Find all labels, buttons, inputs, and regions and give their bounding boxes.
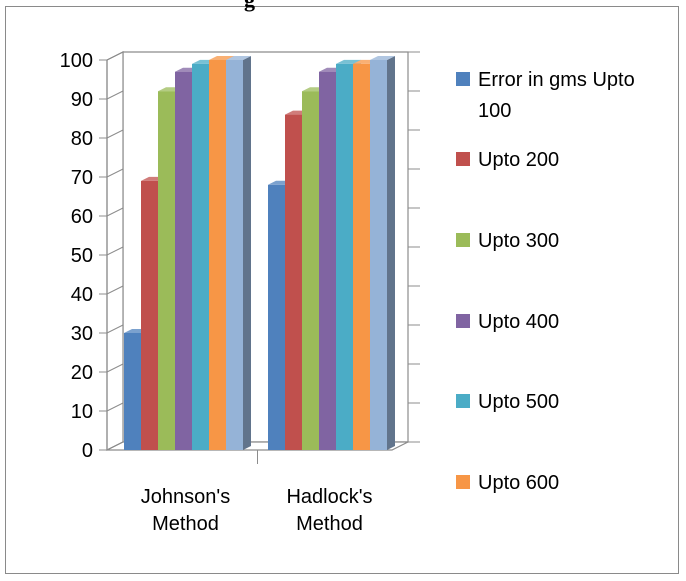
side-wall-gridline xyxy=(106,90,124,100)
legend: Error in gms Upto 100 Upto 200 Upto 300 Upto… xyxy=(456,69,635,494)
bar-front xyxy=(302,91,319,450)
y-tick-label: 70 xyxy=(71,167,93,189)
legend-label: Upto 400 xyxy=(478,311,559,333)
legend-label: Upto 600 xyxy=(478,472,559,494)
bar-side xyxy=(243,56,251,450)
legend-label: Upto 200 xyxy=(478,149,559,171)
side-wall-gridline xyxy=(106,246,124,256)
category-label: Hadlock's xyxy=(286,486,372,508)
side-wall-gridline xyxy=(106,129,124,139)
bar-front xyxy=(209,60,226,450)
category-label: Method xyxy=(152,513,219,535)
y-tick-label: 30 xyxy=(71,323,93,345)
bar-front xyxy=(141,180,158,450)
y-axis: 0 10 20 30 40 50 60 70 80 90 100 xyxy=(60,50,108,462)
bar-front xyxy=(268,184,285,451)
legend-item: Upto 200 xyxy=(456,149,559,171)
y-tick-label: 100 xyxy=(60,50,93,72)
bar-top xyxy=(370,56,395,60)
bar xyxy=(226,56,251,450)
legend-swatch xyxy=(456,314,470,328)
legend-swatch xyxy=(456,152,470,166)
legend-item: Upto 300 xyxy=(456,230,559,252)
chart-heading-fragment: g xyxy=(244,0,255,13)
y-tick-label: 50 xyxy=(71,245,93,267)
bar-top xyxy=(209,56,234,60)
side-wall-gridline xyxy=(106,207,124,217)
side-wall-gridline xyxy=(106,51,124,61)
legend-swatch xyxy=(456,394,470,408)
side-wall-gridline xyxy=(106,168,124,178)
bar-front xyxy=(175,71,192,450)
legend-item: Error in gms Upto 100 xyxy=(456,69,635,122)
x-axis: Johnson's Method Hadlock's Method xyxy=(141,486,373,535)
bar-front xyxy=(353,63,370,451)
bar-front xyxy=(192,63,209,451)
side-wall-gridline xyxy=(106,402,124,412)
y-tick-label: 90 xyxy=(71,89,93,111)
y-tick-label: 40 xyxy=(71,284,93,306)
y-tick-label: 80 xyxy=(71,128,93,150)
category-label: Method xyxy=(296,513,363,535)
y-tick-label: 10 xyxy=(71,401,93,423)
legend-label: Upto 500 xyxy=(478,391,559,413)
legend-swatch xyxy=(456,233,470,247)
category-label: Johnson's xyxy=(141,486,230,508)
side-wall-gridline xyxy=(106,363,124,373)
bar-front xyxy=(158,91,175,450)
y-tick-label: 0 xyxy=(82,440,93,462)
bar-top xyxy=(336,59,361,64)
legend-item: Upto 600 xyxy=(456,472,559,494)
legend-item: Upto 500 xyxy=(456,391,559,413)
bar-front xyxy=(336,63,353,451)
bar-front xyxy=(370,60,387,450)
legend-label: Upto 300 xyxy=(478,230,559,252)
legend-label: Error in gms Upto xyxy=(478,69,635,91)
bar-top xyxy=(226,56,251,60)
legend-swatch xyxy=(456,475,470,489)
legend-item: Upto 400 xyxy=(456,311,559,333)
bar-front xyxy=(319,71,336,450)
bar-side xyxy=(387,56,395,450)
bar-front xyxy=(124,333,141,450)
y-tick-label: 20 xyxy=(71,362,93,384)
bars xyxy=(124,56,395,451)
legend-swatch xyxy=(456,72,470,86)
y-tick-label: 60 xyxy=(71,206,93,228)
side-wall-gridline xyxy=(106,285,124,295)
side-wall-gridline xyxy=(106,324,124,334)
side-wall-gridline xyxy=(106,441,124,451)
bar xyxy=(370,56,395,450)
bar-front xyxy=(285,114,302,450)
bar-front xyxy=(226,60,243,450)
legend-label: 100 xyxy=(478,100,511,122)
